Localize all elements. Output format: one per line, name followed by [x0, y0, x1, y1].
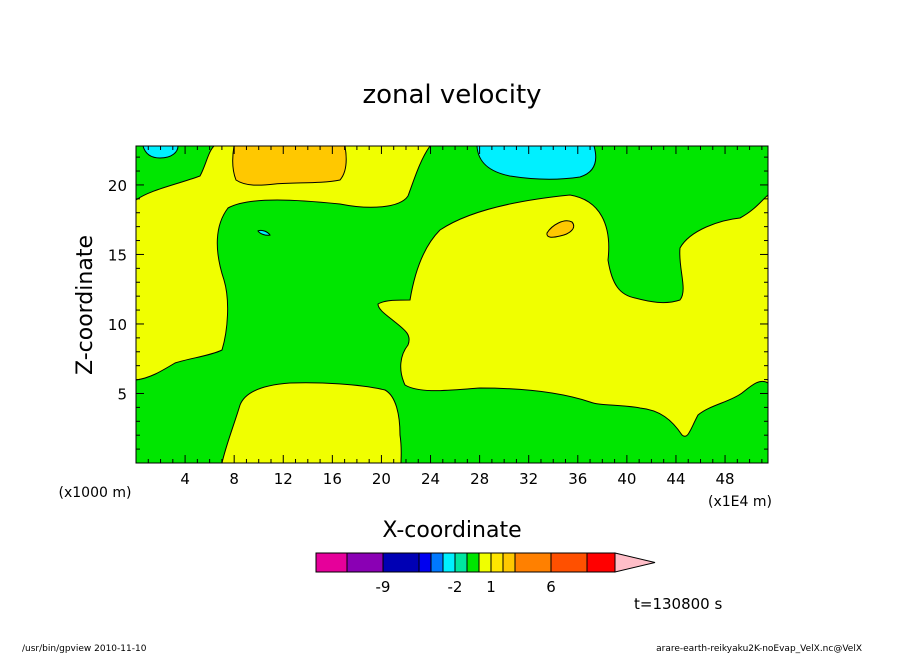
colorbar-bin-1: [346, 552, 384, 573]
colorbar-label--2: -2: [448, 578, 463, 596]
colorbar-arrow: [614, 552, 656, 573]
colorbar-bin-13: [586, 552, 616, 573]
colorbar-bin-9: [490, 552, 504, 573]
y-tick-label-5: 5: [117, 385, 127, 403]
y-scale-note: (x1000 m): [59, 485, 132, 501]
colorbar-bin-8: [478, 552, 492, 573]
colorbar-bin-4: [430, 552, 444, 573]
y-tick-label-15: 15: [108, 246, 127, 264]
x-tick-label-44: 44: [666, 470, 685, 488]
x-axis-label: X-coordinate: [382, 518, 521, 543]
x-tick-label-12: 12: [274, 470, 293, 488]
region-top-left-negative: [142, 146, 179, 159]
x-tick-label-48: 48: [716, 470, 735, 488]
region-upper-left-positive: [136, 146, 431, 381]
y-tick-label-20: 20: [108, 177, 127, 195]
y-axis-label: Z-coordinate: [73, 235, 98, 375]
time-label: t=130800 s: [634, 595, 722, 613]
chart-title: zonal velocity: [362, 80, 541, 110]
colorbar: -9 -2 1 6: [315, 552, 656, 596]
x-tick-label-16: 16: [323, 470, 342, 488]
x-tick-label-24: 24: [421, 470, 440, 488]
colorbar-bin-11: [514, 552, 552, 573]
x-tick-label-8: 8: [229, 470, 239, 488]
x-axis: 4 8 12 16 20 24 28 32 36 40 44 48: [147, 146, 763, 488]
x-tick-label-32: 32: [519, 470, 538, 488]
colorbar-label-6: 6: [546, 578, 556, 596]
colorbar-label-1: 1: [486, 578, 496, 596]
colorbar-bin-0: [315, 552, 348, 573]
x-tick-label-28: 28: [470, 470, 489, 488]
contour-field: [136, 146, 768, 463]
colorbar-bin-3: [418, 552, 432, 573]
region-top-positive-max: [232, 146, 347, 186]
y-axis: 5 10 15 20: [108, 156, 768, 450]
footer-left: /usr/bin/gpview 2010-11-10: [22, 644, 147, 654]
x-scale-note: (x1E4 m): [708, 494, 772, 510]
region-lower-positive: [221, 382, 402, 463]
footer-right: arare-earth-reikyaku2K-noEvap_VelX.nc@Ve…: [656, 644, 862, 654]
colorbar-bin-10: [502, 552, 516, 573]
colorbar-bin-2: [382, 552, 420, 573]
colorbar-bin-12: [550, 552, 588, 573]
region-central-positive: [377, 194, 768, 437]
colorbar-bin-7: [466, 552, 480, 573]
x-tick-label-4: 4: [180, 470, 190, 488]
x-tick-label-20: 20: [372, 470, 391, 488]
y-tick-label-10: 10: [108, 316, 127, 334]
x-tick-label-40: 40: [617, 470, 636, 488]
colorbar-label--9: -9: [376, 578, 391, 596]
colorbar-bin-5: [442, 552, 456, 573]
region-positive-cell-34: [546, 220, 575, 238]
x-tick-label-36: 36: [568, 470, 587, 488]
plot-frame: [135, 145, 769, 464]
region-negative-speck: [257, 229, 271, 236]
colorbar-bin-6: [454, 552, 468, 573]
region-top-negative-min: [476, 146, 597, 180]
